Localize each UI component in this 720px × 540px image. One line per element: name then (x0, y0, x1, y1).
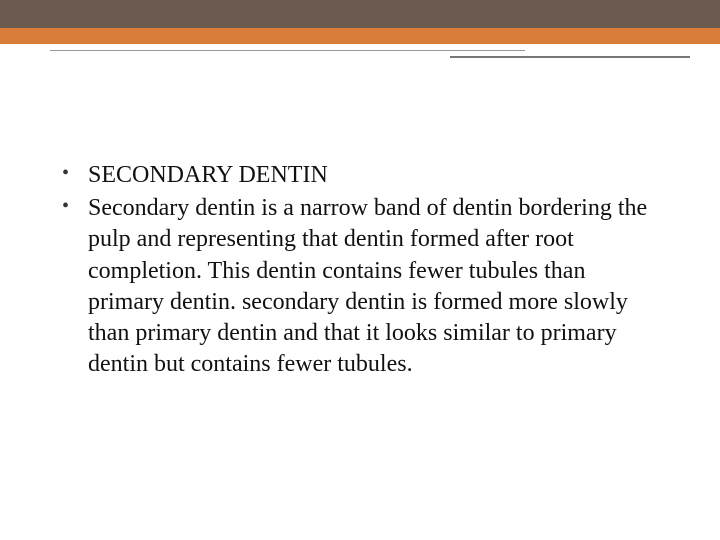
bullet-text: Secondary dentin is a narrow band of den… (88, 195, 647, 377)
divider-line-1 (50, 50, 525, 51)
header-top-bar (0, 0, 720, 28)
divider-line-2 (450, 56, 690, 58)
header-accent-bar (0, 28, 720, 44)
bullet-text: SECONDARY DENTIN (88, 162, 328, 188)
bullet-item: Secondary dentin is a narrow band of den… (62, 193, 660, 380)
bullet-item: SECONDARY DENTIN (62, 160, 660, 191)
slide-content: SECONDARY DENTIN Secondary dentin is a n… (62, 160, 660, 382)
